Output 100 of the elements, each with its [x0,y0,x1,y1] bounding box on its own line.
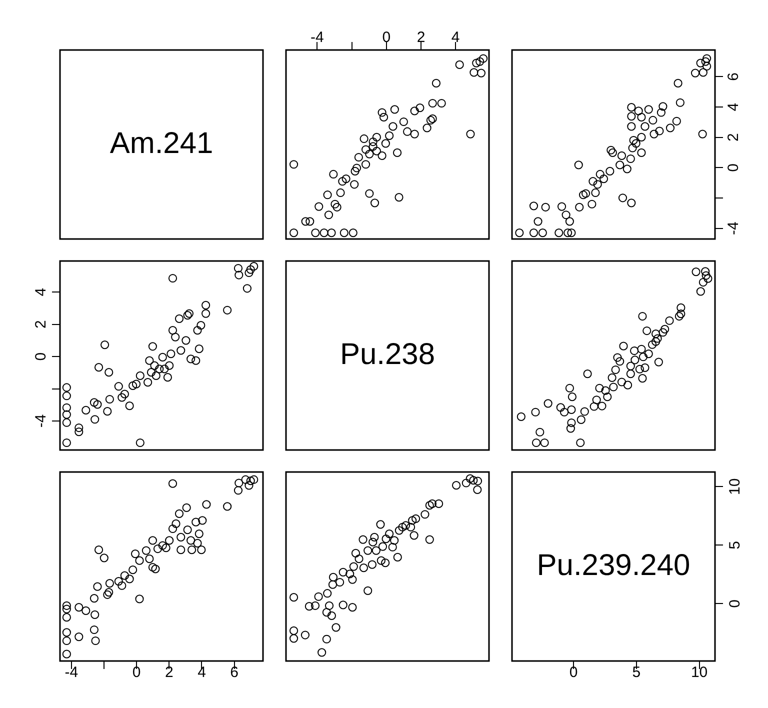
point [182,503,191,512]
x-tick-label: 0 [569,664,578,682]
point [74,602,84,612]
point [186,536,196,545]
point [128,381,138,390]
point [94,363,104,372]
point [152,371,160,380]
point [410,130,419,138]
point [630,346,639,356]
point [150,361,159,370]
point [145,554,154,564]
point [437,98,446,108]
point [590,402,598,411]
y-tick-label: 0 [726,599,744,608]
point [183,526,192,534]
point [562,210,570,220]
point [655,126,664,136]
point [198,516,207,525]
point [390,105,399,114]
point [609,382,618,392]
point [300,630,310,640]
point [327,228,336,238]
point [566,424,575,433]
point [194,529,204,538]
point [192,356,200,365]
point [361,160,370,169]
point [289,160,298,169]
y-tick-label: -4 [724,222,742,236]
point [538,228,547,238]
point [234,486,243,495]
point [466,130,475,138]
point [90,398,99,407]
point [365,150,374,158]
point [393,552,402,562]
y-tick-label: 6 [724,72,742,81]
point [148,536,157,545]
point [370,198,380,208]
point [118,581,126,590]
x-tick-label: 4 [198,664,206,682]
point [616,160,624,170]
point [432,78,441,88]
point [478,54,488,63]
point [368,137,378,146]
point [176,346,186,355]
point [560,408,569,416]
point [565,384,574,392]
point [223,306,232,314]
point [623,380,632,390]
point [368,560,376,569]
point [148,562,157,572]
point [385,529,394,538]
point [676,98,684,107]
point [574,160,583,170]
point [327,611,336,620]
point [120,390,129,398]
point [350,166,360,176]
point [360,134,368,144]
point [576,438,585,448]
point [144,378,152,387]
point [289,634,298,643]
point [567,228,576,238]
point [289,626,298,635]
point [174,314,184,323]
point [310,601,320,610]
point [635,364,644,374]
point [364,586,372,595]
point [103,590,112,599]
point [234,264,243,273]
point [361,145,370,154]
point [598,402,606,410]
point [62,410,71,419]
y-tick-label: 4 [32,288,50,296]
y-tick-label: -4 [32,414,50,428]
point [172,519,180,528]
point [323,190,332,200]
point [654,358,663,366]
y-tick-label: 4 [724,102,742,112]
point [576,415,586,424]
point [674,78,682,88]
point [376,520,385,529]
point [702,54,712,63]
point [114,577,123,586]
y-tick-label: 2 [32,320,50,328]
point [246,476,255,486]
point [470,68,478,77]
point [62,601,71,610]
point [324,601,334,610]
point [332,623,340,632]
point [62,392,71,400]
point [193,538,202,548]
point [591,188,600,198]
point [564,228,572,238]
y-tick-label: 10 [726,478,744,495]
point [153,544,162,554]
point [368,142,378,151]
point [704,274,712,283]
point [306,217,314,226]
point [378,151,386,160]
point [637,148,646,157]
point [544,399,552,408]
